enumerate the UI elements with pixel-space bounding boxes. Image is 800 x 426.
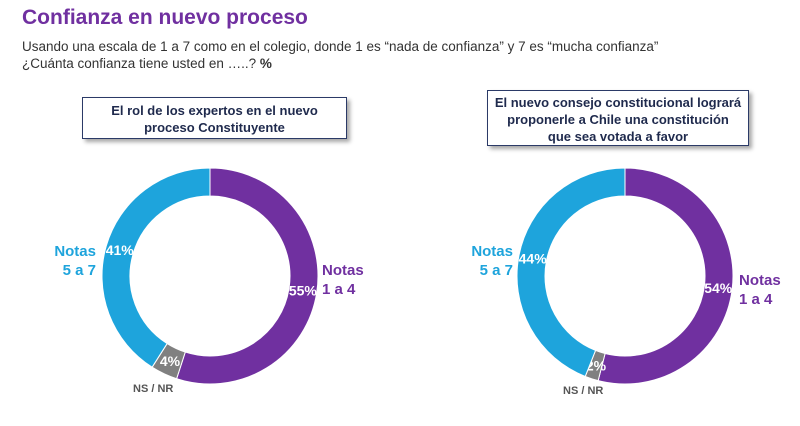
chart-1-value-label-ns-nr: 4% [160,353,181,369]
chart-2-legend-notas-1-4-line2: 1 a 4 [739,291,773,308]
chart-1-legend-notas-1-4: Notas 1 a 4 [322,261,382,299]
chart-2-donut: 54%2%44% [516,167,734,385]
chart-1-legend-notas-1-4-line1: Notas [322,262,364,279]
chart-2-value-label-notas-1-a-4: 54% [704,280,733,296]
chart-1-legend-notas-5-7-line1: Notas [54,243,96,260]
chart-1-legend-nsnr: NS / NR [133,383,174,395]
chart-2-slice-notas-1-a-4 [597,167,734,385]
chart-2-legend-notas-5-7-line2: 5 a 7 [479,262,513,279]
chart-1-title: El rol de los expertos en el nuevo proce… [82,97,347,139]
chart-2-legend-nsnr: NS / NR [563,385,604,397]
question-line-2: ¿Cuánta confianza tiene usted en …..? % [22,55,658,72]
chart-2-slice-notas-5-a-7 [516,167,626,378]
chart-1-legend-notas-5-7: Notas 5 a 7 [40,242,96,280]
question-line-1: Usando una escala de 1 a 7 como en el co… [22,39,659,54]
chart-2-legend-notas-1-4-line1: Notas [739,272,781,289]
chart-1-legend-notas-5-7-line2: 5 a 7 [62,262,96,279]
chart-1-slice-notas-1-a-4 [175,167,319,385]
chart-1-legend-notas-1-4-line2: 1 a 4 [322,281,356,298]
chart-2-legend-notas-1-4: Notas 1 a 4 [739,271,799,309]
chart-1-donut: 55% 4% 41% [101,167,319,385]
chart-2-title: El nuevo consejo constitucional logrará … [487,90,749,146]
chart-1-slice-notas-5-a-7 [101,167,211,368]
page-title: Confianza en nuevo proceso [22,6,308,29]
chart-2-value-label-notas-5-a-7: 44% [519,250,548,266]
percent-unit: % [259,56,272,71]
chart-2-legend-notas-5-7: Notas 5 a 7 [457,242,513,280]
question-text: Usando una escala de 1 a 7 como en el co… [22,38,658,72]
chart-2-legend-notas-5-7-line1: Notas [471,243,513,260]
chart-1-value-label-notas-5-a-7: 41% [106,242,135,258]
question-line-2-text: ¿Cuánta confianza tiene usted en …..? [22,56,257,71]
chart-1-value-label-notas-1-a-4: 55% [289,283,318,299]
